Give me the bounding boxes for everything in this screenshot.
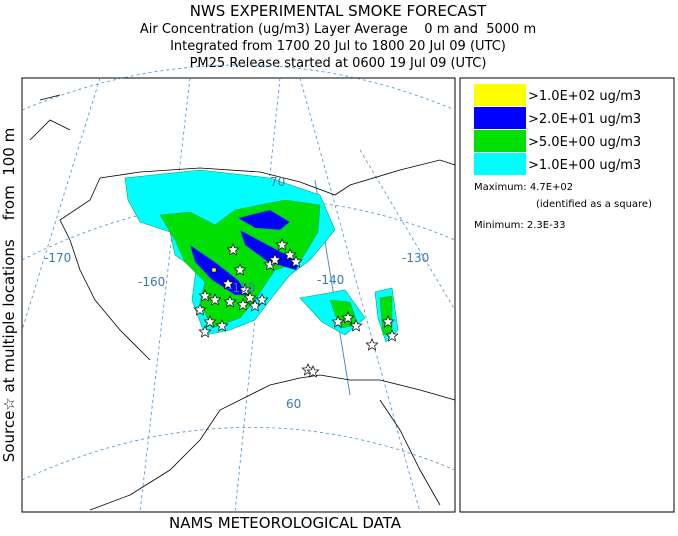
grid-label: -140 <box>317 273 344 287</box>
grid-label: -160 <box>138 275 165 289</box>
source-star <box>236 298 250 311</box>
source-star <box>341 311 355 324</box>
side-label: Source☆ at multiple locations from 100 m <box>0 128 18 462</box>
source-star <box>268 253 282 266</box>
source-star <box>221 277 235 290</box>
source-star <box>203 315 217 328</box>
legend-swatch <box>474 107 526 129</box>
source-star <box>365 338 379 351</box>
grid-label: 60 <box>286 397 301 411</box>
source-star <box>331 315 345 328</box>
legend: >1.0E+02 ug/m3 >2.0E+01 ug/m3 >5.0E+00 ug/… <box>459 77 675 513</box>
grid-label: -150 <box>228 281 255 295</box>
source-star <box>275 238 289 251</box>
subtitle: Integrated from 1700 20 Jul to 1800 20 J… <box>170 39 506 54</box>
source-star <box>238 283 252 296</box>
title: NWS EXPERIMENTAL SMOKE FORECAST <box>190 2 487 20</box>
legend-label: >1.0E+00 ug/m3 <box>528 158 641 173</box>
minimum: Minimum: 2.3E-33 <box>474 220 565 231</box>
source-star <box>289 255 303 268</box>
grid-label: 70 <box>270 175 285 189</box>
sources <box>193 238 399 378</box>
grid-label: -170 <box>44 251 71 265</box>
source-star <box>381 315 395 328</box>
maximum-note: (identified as a square) <box>536 199 652 210</box>
legend-swatch <box>474 153 526 175</box>
legend-items: >1.0E+02 ug/m3 >2.0E+01 ug/m3 >5.0E+00 ug/… <box>474 84 641 175</box>
subtitle: PM25 Release started at 0600 19 Jul 09 (… <box>190 56 487 71</box>
source-star <box>226 243 240 256</box>
map: 70 -170 -160 -150 -140 -130 60 <box>21 64 456 513</box>
legend-swatch <box>474 130 526 152</box>
source-star <box>193 303 207 316</box>
legend-label: >1.0E+02 ug/m3 <box>528 89 641 104</box>
source-star <box>243 291 257 304</box>
source-star <box>349 319 363 332</box>
coastline <box>29 94 456 511</box>
source-star <box>208 293 222 306</box>
source-star <box>223 295 237 308</box>
footer: NAMS METEOROLOGICAL DATA <box>169 514 402 532</box>
source-star <box>233 263 247 276</box>
maximum: Maximum: 4.7E+02 <box>474 182 573 193</box>
source-star <box>385 329 399 342</box>
legend-label: >5.0E+00 ug/m3 <box>528 135 641 150</box>
source-star <box>198 289 212 302</box>
grid-label: -130 <box>402 251 429 265</box>
legend-swatch <box>474 84 526 106</box>
source-star <box>215 319 229 332</box>
maximum-square <box>211 267 217 273</box>
legend-label: >2.0E+01 ug/m3 <box>528 112 641 127</box>
source-star <box>283 248 297 261</box>
source-star <box>255 293 269 306</box>
source-star <box>198 325 212 338</box>
source-star <box>306 365 320 378</box>
subtitle: Air Concentration (ug/m3) Layer Average … <box>140 22 536 37</box>
